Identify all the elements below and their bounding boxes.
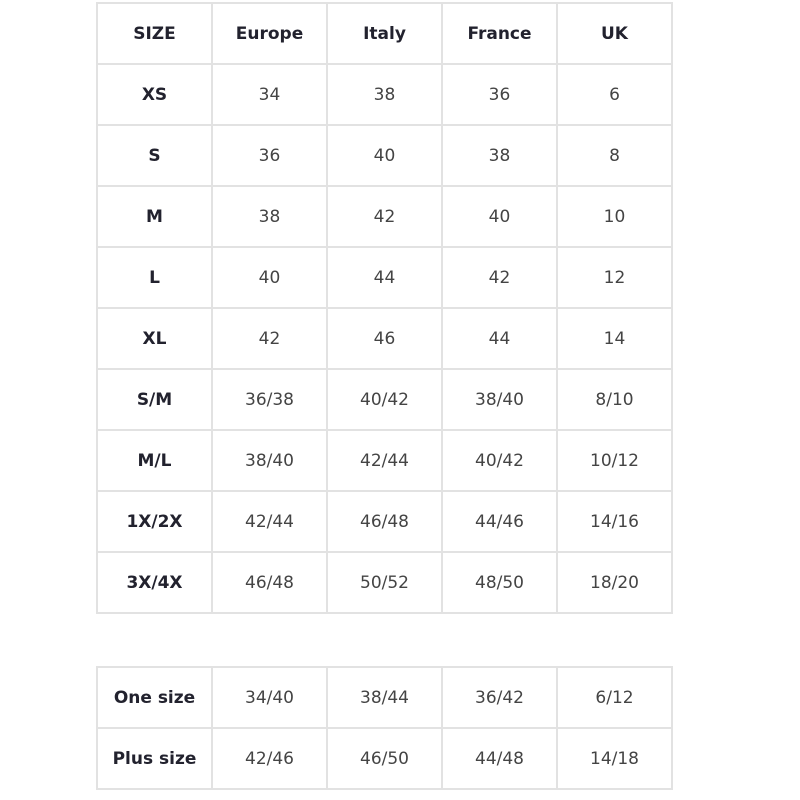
table-cell: 34/40	[211, 666, 328, 729]
table-cell: 38/40	[211, 429, 328, 492]
size-label: 1X/2X	[96, 490, 213, 553]
table-cell: 38/40	[441, 368, 558, 431]
table-cell: 40	[441, 185, 558, 248]
table-cell: 48/50	[441, 551, 558, 614]
table-row: S 36 40 38 8	[96, 124, 673, 187]
table-cell: 14	[556, 307, 673, 370]
table-cell: 34	[211, 63, 328, 126]
table-cell: 8/10	[556, 368, 673, 431]
table-cell: 14/16	[556, 490, 673, 553]
table-row: M/L 38/40 42/44 40/42 10/12	[96, 429, 673, 492]
table-cell: 14/18	[556, 727, 673, 790]
table-cell: 40	[211, 246, 328, 309]
table-cell: 8	[556, 124, 673, 187]
table-cell: 46/50	[326, 727, 443, 790]
table-cell: 44/46	[441, 490, 558, 553]
table-cell: 18/20	[556, 551, 673, 614]
column-header: SIZE	[96, 2, 213, 65]
column-header: France	[441, 2, 558, 65]
table-cell: 42/46	[211, 727, 328, 790]
table-cell: 40/42	[441, 429, 558, 492]
table-cell: 50/52	[326, 551, 443, 614]
header-row: SIZE Europe Italy France UK	[96, 2, 673, 65]
size-label: One size	[96, 666, 213, 729]
size-label: M/L	[96, 429, 213, 492]
size-label: L	[96, 246, 213, 309]
column-header: Europe	[211, 2, 328, 65]
size-label: S	[96, 124, 213, 187]
table-cell: 10	[556, 185, 673, 248]
size-label: M	[96, 185, 213, 248]
table-cell: 46/48	[326, 490, 443, 553]
column-header: UK	[556, 2, 673, 65]
column-header: Italy	[326, 2, 443, 65]
table-cell: 10/12	[556, 429, 673, 492]
table-cell: 42	[441, 246, 558, 309]
table-cell: 42	[326, 185, 443, 248]
size-label: XS	[96, 63, 213, 126]
table-cell: 46	[326, 307, 443, 370]
table-cell: 36/42	[441, 666, 558, 729]
table-cell: 42/44	[211, 490, 328, 553]
table-cell: 44/48	[441, 727, 558, 790]
one-plus-size-table: One size 34/40 38/44 36/42 6/12 Plus size 42/4…	[96, 666, 673, 790]
table-cell: 42/44	[326, 429, 443, 492]
table-cell: 6/12	[556, 666, 673, 729]
table-cell: 38	[441, 124, 558, 187]
table-cell: 38/44	[326, 666, 443, 729]
table-cell: 12	[556, 246, 673, 309]
table-cell: 46/48	[211, 551, 328, 614]
table-cell: 38	[326, 63, 443, 126]
table-row: 3X/4X 46/48 50/52 48/50 18/20	[96, 551, 673, 614]
table-row: One size 34/40 38/44 36/42 6/12	[96, 666, 673, 729]
table-cell: 36/38	[211, 368, 328, 431]
table-row: XS 34 38 36 6	[96, 63, 673, 126]
table-cell: 36	[211, 124, 328, 187]
size-label: XL	[96, 307, 213, 370]
table-cell: 38	[211, 185, 328, 248]
table-cell: 42	[211, 307, 328, 370]
table-cell: 44	[326, 246, 443, 309]
size-label: S/M	[96, 368, 213, 431]
table-row: XL 42 46 44 14	[96, 307, 673, 370]
table-row: 1X/2X 42/44 46/48 44/46 14/16	[96, 490, 673, 553]
table-row: S/M 36/38 40/42 38/40 8/10	[96, 368, 673, 431]
table-cell: 44	[441, 307, 558, 370]
table-cell: 36	[441, 63, 558, 126]
size-chart-table: SIZE Europe Italy France UK XS 34 38 36 6 S 36 40 38 8…	[96, 2, 673, 614]
size-label: Plus size	[96, 727, 213, 790]
table-row: Plus size 42/46 46/50 44/48 14/18	[96, 727, 673, 790]
table-cell: 6	[556, 63, 673, 126]
size-label: 3X/4X	[96, 551, 213, 614]
table-row: M 38 42 40 10	[96, 185, 673, 248]
table-cell: 40	[326, 124, 443, 187]
table-cell: 40/42	[326, 368, 443, 431]
table-row: L 40 44 42 12	[96, 246, 673, 309]
